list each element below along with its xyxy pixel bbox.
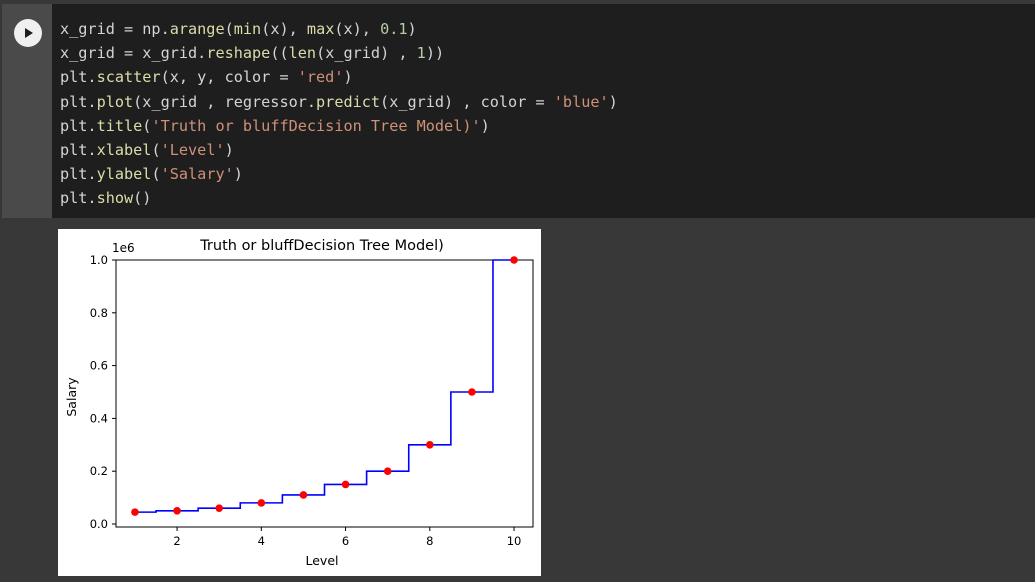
x-tick-label: 10 (507, 534, 522, 548)
data-point (383, 467, 392, 475)
code-token: () (133, 189, 152, 208)
code-token: max (306, 20, 335, 38)
code-token: ) (224, 141, 234, 160)
data-point (341, 480, 350, 489)
code-token: (x), (261, 20, 307, 38)
code-token: plot (96, 92, 134, 111)
code-token: 'blue' (553, 92, 609, 111)
code-token: (x_grid) , color = (380, 92, 554, 111)
code-token: (x_grid) , (316, 44, 417, 63)
code-token: x_grid = np. (60, 20, 170, 38)
code-token: (x, y, color = (160, 68, 298, 87)
code-token: xlabel (96, 141, 152, 160)
y-tick-label: 0.6 (90, 359, 108, 373)
y-tick-label: 0.8 (90, 306, 108, 320)
code-token: arange (169, 20, 225, 38)
y-axis-scale-label: 1e6 (112, 241, 135, 255)
code-token: (( (270, 44, 289, 63)
plot-output: Truth or bluffDecision Tree Model) 1e6 L… (58, 229, 541, 576)
x-tick-label: 4 (258, 534, 265, 548)
code-token: min (233, 20, 262, 38)
x-tick-label: 8 (426, 534, 433, 548)
run-cell-button[interactable] (14, 19, 42, 47)
axes-frame (115, 259, 534, 528)
code-token: ( (142, 116, 152, 135)
code-token: (x), (334, 20, 381, 38)
code-token: reshape (206, 44, 271, 63)
x-tick-label: 6 (342, 534, 349, 548)
code-line: plt.title('Truth or bluffDecision Tree M… (60, 117, 490, 135)
code-line: plt.xlabel('Level') (60, 141, 234, 159)
chart: Truth or bluffDecision Tree Model) 1e6 L… (64, 238, 534, 568)
code-token: ( (151, 165, 161, 184)
chart-title: Truth or bluffDecision Tree Model) (199, 238, 444, 254)
code-line: plt.ylabel('Salary') (60, 165, 243, 183)
code-token: 'red' (297, 68, 344, 87)
data-point (299, 491, 308, 499)
code-token: plt. (60, 92, 97, 111)
code-token: plt. (60, 116, 97, 135)
data-point (468, 388, 476, 396)
code-token: plt. (60, 141, 97, 160)
data-point (173, 507, 181, 515)
code-line: x_grid = x_grid.reshape((len(x_grid) , 1… (60, 44, 444, 62)
code-token: show (96, 189, 134, 208)
code-token: 'Salary' (160, 165, 234, 184)
data-point (131, 508, 139, 516)
code-token: ) (608, 92, 618, 111)
code-token: ) (407, 20, 417, 38)
code-token: scatter (96, 68, 161, 87)
play-icon (25, 28, 33, 38)
code-token: )) (425, 44, 445, 63)
x-tick-label: 2 (173, 534, 180, 548)
code-token: 1 (416, 44, 426, 63)
code-token: ( (151, 141, 161, 160)
code-line: x_grid = np.arange(min(x), max(x), 0.1) (60, 20, 417, 38)
code-token: ) (233, 165, 243, 184)
code-token: plt. (60, 189, 97, 208)
code-token: plt. (60, 68, 97, 87)
y-tick-label: 0.4 (90, 411, 108, 425)
code-token: 'Level' (160, 141, 225, 160)
y-tick-label: 0.2 (90, 464, 108, 478)
code-text[interactable]: x_grid = np.arange(min(x), max(x), 0.1) … (60, 17, 618, 211)
code-line: plt.scatter(x, y, color = 'red') (60, 68, 353, 86)
code-token: len (288, 44, 317, 63)
code-token: ylabel (96, 165, 152, 184)
code-token: 0.1 (380, 20, 408, 38)
code-line: plt.plot(x_grid , regressor.predict(x_gr… (60, 93, 618, 111)
prediction-step-line (134, 259, 515, 513)
code-editor[interactable]: x_grid = np.arange(min(x), max(x), 0.1) … (52, 4, 1035, 218)
data-point (215, 504, 223, 512)
code-line: plt.show() (60, 189, 151, 207)
code-token: ) (480, 116, 490, 135)
y-axis-label: Salary (64, 377, 79, 417)
code-token: ( (224, 20, 234, 38)
code-token: predict (316, 92, 381, 111)
y-tick-label: 1.0 (90, 253, 108, 267)
code-token: x_grid = x_grid. (60, 44, 207, 63)
code-token: title (96, 116, 143, 135)
cell-gutter (2, 4, 52, 218)
code-token: (x_grid , regressor. (133, 92, 317, 111)
code-token: plt. (60, 165, 97, 184)
code-token: ) (343, 68, 353, 87)
x-axis-label: Level (306, 553, 339, 568)
data-point (510, 256, 518, 264)
code-token: 'Truth or bluffDecision Tree Model)' (151, 116, 481, 135)
data-point (257, 499, 266, 507)
data-point (426, 441, 434, 449)
y-tick-label: 0.0 (90, 517, 108, 531)
